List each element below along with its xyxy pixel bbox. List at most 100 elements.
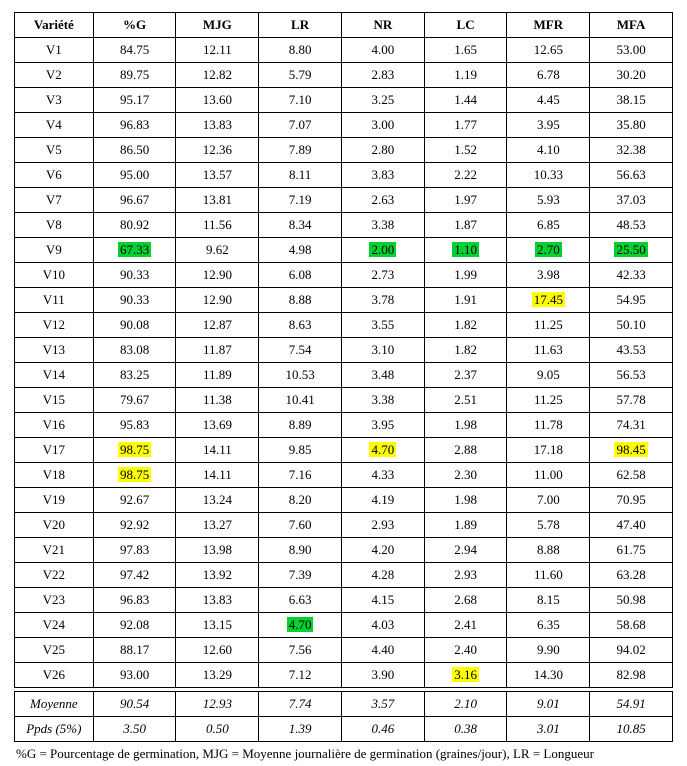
cell-pg: 83.08 bbox=[93, 338, 176, 363]
summary-mfr: 3.01 bbox=[507, 717, 590, 742]
cell-mfa: 56.63 bbox=[590, 163, 673, 188]
header-row: Variété%GMJGLRNRLCMFRMFA bbox=[15, 13, 673, 38]
cell-lr: 7.16 bbox=[259, 463, 342, 488]
cell-mjg: 12.60 bbox=[176, 638, 259, 663]
cell-pg: 90.08 bbox=[93, 313, 176, 338]
table-row: V2092.9213.277.602.931.895.7847.40 bbox=[15, 513, 673, 538]
table-row: V1190.3312.908.883.781.9117.4554.95 bbox=[15, 288, 673, 313]
cell-variete: V24 bbox=[15, 613, 94, 638]
cell-nr: 4.28 bbox=[341, 563, 424, 588]
cell-variete: V8 bbox=[15, 213, 94, 238]
cell-lc: 1.77 bbox=[424, 113, 507, 138]
cell-pg: 80.92 bbox=[93, 213, 176, 238]
cell-mjg: 12.36 bbox=[176, 138, 259, 163]
cell-mfa: 54.95 bbox=[590, 288, 673, 313]
table-body: V184.7512.118.804.001.6512.6553.00V289.7… bbox=[15, 38, 673, 742]
cell-variete: V13 bbox=[15, 338, 94, 363]
cell-nr: 3.38 bbox=[341, 213, 424, 238]
cell-pg: 98.75 bbox=[93, 463, 176, 488]
col-mfr: MFR bbox=[507, 13, 590, 38]
cell-lc: 1.82 bbox=[424, 338, 507, 363]
table-row: V2197.8313.988.904.202.948.8861.75 bbox=[15, 538, 673, 563]
cell-mfr: 11.25 bbox=[507, 313, 590, 338]
cell-lr: 8.11 bbox=[259, 163, 342, 188]
summary-nr: 0.46 bbox=[341, 717, 424, 742]
cell-variete: V25 bbox=[15, 638, 94, 663]
cell-mfr: 8.88 bbox=[507, 538, 590, 563]
cell-pg: 89.75 bbox=[93, 63, 176, 88]
cell-variete: V7 bbox=[15, 188, 94, 213]
cell-variete: V15 bbox=[15, 388, 94, 413]
cell-lr: 7.39 bbox=[259, 563, 342, 588]
cell-pg: 95.83 bbox=[93, 413, 176, 438]
cell-mfr: 6.78 bbox=[507, 63, 590, 88]
cell-mfa: 50.98 bbox=[590, 588, 673, 613]
cell-pg: 92.92 bbox=[93, 513, 176, 538]
cell-nr: 2.83 bbox=[341, 63, 424, 88]
cell-variete: V20 bbox=[15, 513, 94, 538]
cell-lr: 7.54 bbox=[259, 338, 342, 363]
cell-nr: 2.93 bbox=[341, 513, 424, 538]
cell-nr: 3.38 bbox=[341, 388, 424, 413]
cell-lc: 1.44 bbox=[424, 88, 507, 113]
cell-mfr: 9.05 bbox=[507, 363, 590, 388]
cell-lr: 8.80 bbox=[259, 38, 342, 63]
cell-mfa: 42.33 bbox=[590, 263, 673, 288]
cell-mjg: 11.56 bbox=[176, 213, 259, 238]
cell-mfa: 82.98 bbox=[590, 663, 673, 688]
cell-variete: V2 bbox=[15, 63, 94, 88]
cell-mfa: 62.58 bbox=[590, 463, 673, 488]
table-row: V496.8313.837.073.001.773.9535.80 bbox=[15, 113, 673, 138]
cell-mjg: 13.81 bbox=[176, 188, 259, 213]
cell-mjg: 13.24 bbox=[176, 488, 259, 513]
cell-nr: 2.00 bbox=[341, 238, 424, 263]
table-row: V796.6713.817.192.631.975.9337.03 bbox=[15, 188, 673, 213]
cell-mfr: 17.45 bbox=[507, 288, 590, 313]
cell-mfr: 8.15 bbox=[507, 588, 590, 613]
summary-variete: Moyenne bbox=[15, 692, 94, 717]
cell-nr: 3.10 bbox=[341, 338, 424, 363]
cell-lc: 2.68 bbox=[424, 588, 507, 613]
cell-nr: 4.15 bbox=[341, 588, 424, 613]
cell-lc: 1.52 bbox=[424, 138, 507, 163]
cell-mjg: 13.83 bbox=[176, 588, 259, 613]
cell-pg: 96.83 bbox=[93, 113, 176, 138]
cell-variete: V14 bbox=[15, 363, 94, 388]
cell-nr: 4.20 bbox=[341, 538, 424, 563]
table-row: V1695.8313.698.893.951.9811.7874.31 bbox=[15, 413, 673, 438]
cell-mjg: 13.98 bbox=[176, 538, 259, 563]
cell-mjg: 13.60 bbox=[176, 88, 259, 113]
cell-variete: V9 bbox=[15, 238, 94, 263]
summary-mfa: 54.91 bbox=[590, 692, 673, 717]
cell-variete: V12 bbox=[15, 313, 94, 338]
cell-nr: 3.83 bbox=[341, 163, 424, 188]
cell-lc: 1.98 bbox=[424, 413, 507, 438]
cell-lr: 9.85 bbox=[259, 438, 342, 463]
cell-mfr: 5.78 bbox=[507, 513, 590, 538]
table-row: V1383.0811.877.543.101.8211.6343.53 bbox=[15, 338, 673, 363]
cell-lc: 1.10 bbox=[424, 238, 507, 263]
cell-lc: 2.93 bbox=[424, 563, 507, 588]
cell-nr: 2.73 bbox=[341, 263, 424, 288]
cell-lc: 2.37 bbox=[424, 363, 507, 388]
cell-mfr: 11.00 bbox=[507, 463, 590, 488]
cell-nr: 2.63 bbox=[341, 188, 424, 213]
cell-nr: 3.00 bbox=[341, 113, 424, 138]
cell-mjg: 13.57 bbox=[176, 163, 259, 188]
cell-variete: V3 bbox=[15, 88, 94, 113]
cell-lr: 7.19 bbox=[259, 188, 342, 213]
table-row: V184.7512.118.804.001.6512.6553.00 bbox=[15, 38, 673, 63]
summary-lr: 1.39 bbox=[259, 717, 342, 742]
cell-nr: 3.78 bbox=[341, 288, 424, 313]
cell-nr: 4.00 bbox=[341, 38, 424, 63]
cell-mfa: 58.68 bbox=[590, 613, 673, 638]
cell-lr: 4.70 bbox=[259, 613, 342, 638]
data-table: Variété%GMJGLRNRLCMFRMFA V184.7512.118.8… bbox=[14, 12, 673, 742]
cell-variete: V19 bbox=[15, 488, 94, 513]
cell-pg: 83.25 bbox=[93, 363, 176, 388]
cell-variete: V6 bbox=[15, 163, 94, 188]
cell-mfr: 6.85 bbox=[507, 213, 590, 238]
cell-lc: 2.40 bbox=[424, 638, 507, 663]
cell-lr: 8.90 bbox=[259, 538, 342, 563]
cell-mfa: 98.45 bbox=[590, 438, 673, 463]
